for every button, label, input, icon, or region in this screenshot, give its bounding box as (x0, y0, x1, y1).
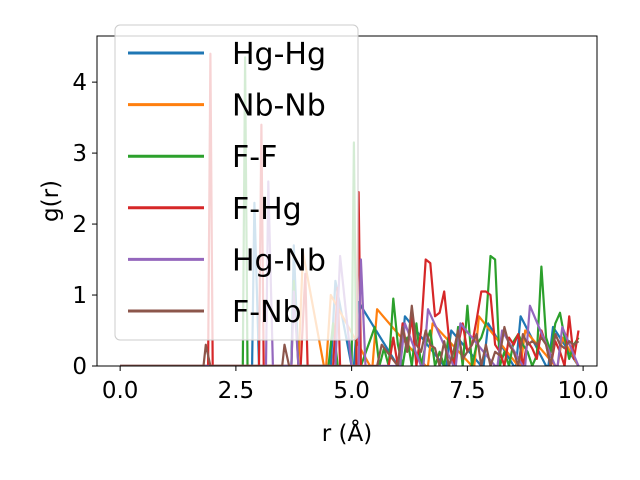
x-tick-label: 2.5 (218, 378, 255, 404)
y-axis-label: g(r) (38, 180, 64, 222)
x-axis: 0.0 2.5 5.0 7.5 10.0 (102, 366, 609, 404)
y-tick-label: 0 (72, 354, 87, 380)
legend-label-f-hg: F-Hg (232, 192, 302, 227)
y-tick-label: 4 (72, 70, 87, 96)
y-tick-label: 2 (72, 212, 87, 238)
x-axis-label: r (Å) (322, 419, 372, 447)
y-tick-label: 3 (72, 141, 87, 167)
series-line-f-nb (120, 304, 580, 366)
legend-box (114, 24, 359, 341)
y-tick-label: 1 (72, 283, 87, 309)
legend-label-nb-nb: Nb-Nb (232, 89, 326, 124)
legend-label-hg-nb: Hg-Nb (232, 243, 326, 278)
x-tick-label: 5.0 (333, 378, 370, 404)
legend-label-f-nb: F-Nb (232, 295, 302, 330)
legend-label-f-f: F-F (232, 140, 277, 175)
legend-label-hg-hg: Hg-Hg (232, 37, 326, 72)
y-axis: 0 1 2 3 4 (72, 70, 97, 380)
x-tick-label: 10.0 (558, 378, 609, 404)
legend: Hg-Hg Nb-Nb F-F F-Hg Hg-Nb F-Nb (114, 24, 359, 341)
x-tick-label: 7.5 (449, 378, 486, 404)
x-tick-label: 0.0 (102, 378, 139, 404)
